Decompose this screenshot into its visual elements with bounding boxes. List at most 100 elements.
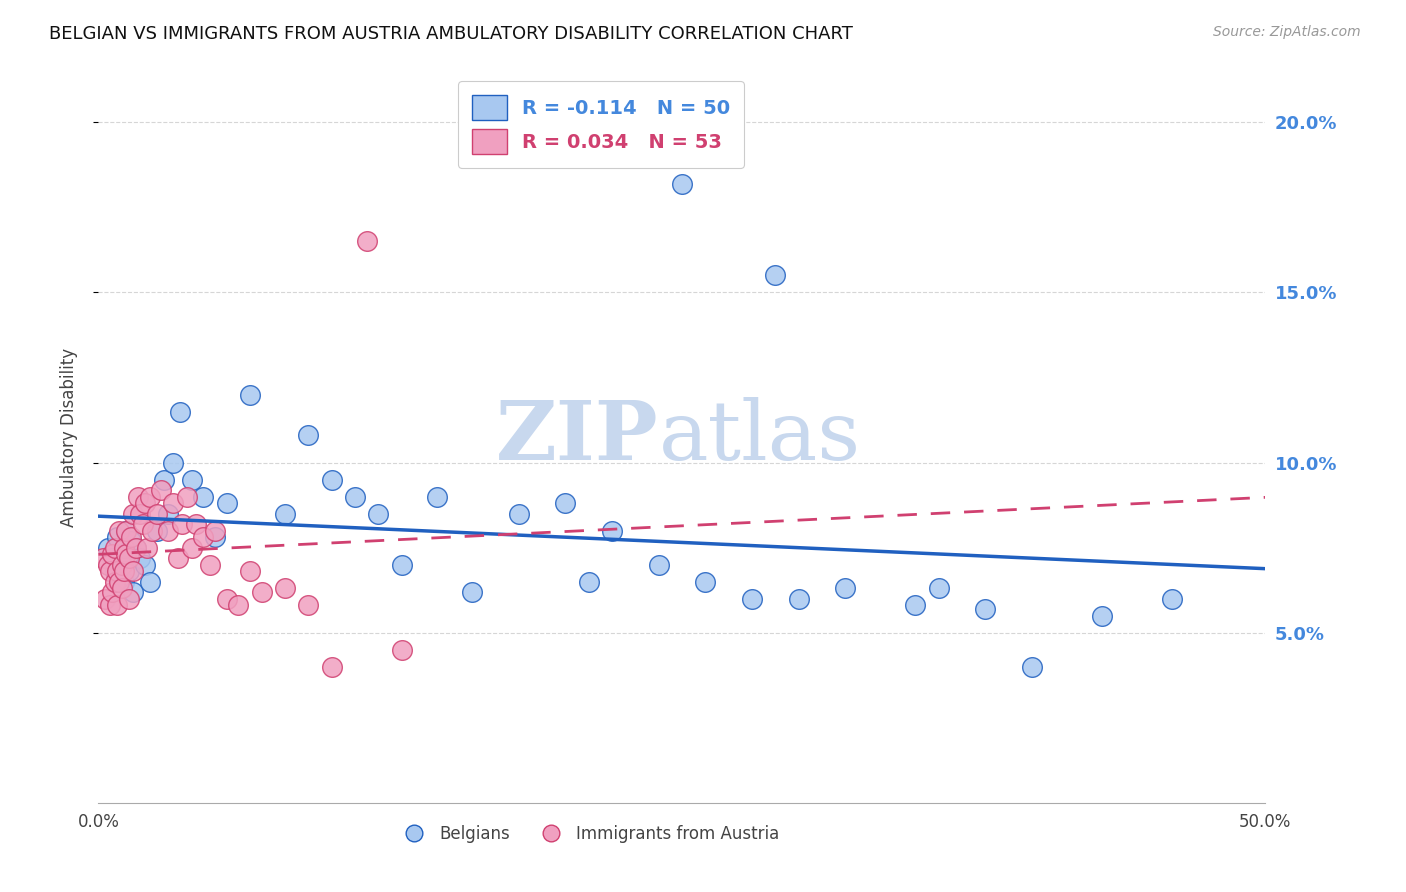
Point	[108, 558, 131, 572]
Point	[122, 565, 145, 579]
Point	[166, 550, 188, 565]
Point	[94, 591, 117, 606]
Point	[193, 490, 215, 504]
Text: ZIP: ZIP	[496, 397, 658, 477]
Point	[671, 177, 693, 191]
Point	[108, 524, 131, 538]
Point	[122, 507, 145, 521]
Point	[200, 558, 222, 572]
Point	[115, 524, 138, 538]
Point	[239, 387, 262, 401]
Point	[250, 585, 273, 599]
Point	[321, 659, 343, 673]
Point	[600, 524, 623, 538]
Point	[356, 235, 378, 249]
Point	[426, 490, 449, 504]
Point	[111, 558, 134, 572]
Legend: Belgians, Immigrants from Austria: Belgians, Immigrants from Austria	[391, 818, 786, 849]
Point	[134, 558, 156, 572]
Point	[834, 582, 856, 596]
Point	[508, 507, 530, 521]
Point	[391, 558, 413, 572]
Point	[928, 582, 950, 596]
Point	[112, 541, 135, 555]
Point	[1021, 659, 1043, 673]
Point	[127, 490, 149, 504]
Point	[215, 591, 238, 606]
Point	[134, 496, 156, 510]
Point	[111, 582, 134, 596]
Point	[974, 602, 997, 616]
Point	[97, 541, 120, 555]
Point	[578, 574, 600, 589]
Point	[125, 541, 148, 555]
Point	[97, 558, 120, 572]
Point	[125, 541, 148, 555]
Point	[180, 541, 202, 555]
Point	[180, 473, 202, 487]
Point	[129, 507, 152, 521]
Point	[146, 507, 169, 521]
Point	[1161, 591, 1184, 606]
Point	[274, 507, 297, 521]
Point	[141, 524, 163, 538]
Point	[297, 599, 319, 613]
Text: Source: ZipAtlas.com: Source: ZipAtlas.com	[1213, 25, 1361, 39]
Point	[193, 531, 215, 545]
Point	[204, 524, 226, 538]
Point	[215, 496, 238, 510]
Point	[763, 268, 786, 283]
Point	[118, 550, 141, 565]
Point	[162, 456, 184, 470]
Point	[274, 582, 297, 596]
Point	[98, 599, 121, 613]
Point	[321, 473, 343, 487]
Point	[104, 565, 127, 579]
Point	[108, 574, 131, 589]
Point	[367, 507, 389, 521]
Point	[152, 473, 174, 487]
Point	[787, 591, 810, 606]
Point	[172, 516, 194, 531]
Point	[904, 599, 927, 613]
Point	[297, 428, 319, 442]
Point	[104, 574, 127, 589]
Point	[105, 599, 128, 613]
Point	[139, 574, 162, 589]
Point	[129, 550, 152, 565]
Text: atlas: atlas	[658, 397, 860, 477]
Point	[647, 558, 669, 572]
Point	[391, 642, 413, 657]
Point	[118, 591, 141, 606]
Point	[105, 531, 128, 545]
Point	[146, 524, 169, 538]
Y-axis label: Ambulatory Disability: Ambulatory Disability	[59, 348, 77, 526]
Point	[695, 574, 717, 589]
Point	[204, 531, 226, 545]
Point	[344, 490, 367, 504]
Point	[169, 404, 191, 418]
Text: BELGIAN VS IMMIGRANTS FROM AUSTRIA AMBULATORY DISABILITY CORRELATION CHART: BELGIAN VS IMMIGRANTS FROM AUSTRIA AMBUL…	[49, 25, 853, 43]
Point	[115, 524, 138, 538]
Point	[101, 548, 124, 562]
Point	[136, 541, 159, 555]
Point	[186, 516, 208, 531]
Point	[120, 531, 142, 545]
Point	[741, 591, 763, 606]
Point	[112, 565, 135, 579]
Point	[157, 507, 180, 521]
Point	[461, 585, 484, 599]
Point	[101, 550, 124, 565]
Point	[132, 516, 155, 531]
Point	[1091, 608, 1114, 623]
Point	[150, 483, 173, 497]
Point	[105, 565, 128, 579]
Point	[118, 565, 141, 579]
Point	[111, 548, 134, 562]
Point	[98, 565, 121, 579]
Point	[112, 574, 135, 589]
Point	[162, 496, 184, 510]
Point	[239, 565, 262, 579]
Point	[139, 490, 162, 504]
Point	[104, 541, 127, 555]
